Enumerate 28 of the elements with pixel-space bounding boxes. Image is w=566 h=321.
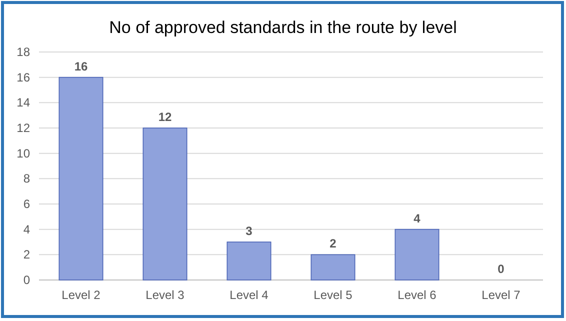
y-tick-label: 2 xyxy=(23,248,30,262)
x-tick-label: Level 7 xyxy=(482,288,521,302)
data-label: 2 xyxy=(330,236,337,251)
y-tick-label: 16 xyxy=(16,70,30,84)
y-tick-label: 4 xyxy=(23,222,30,236)
y-tick-label: 10 xyxy=(16,146,30,160)
bar xyxy=(310,254,356,280)
x-tick-label: Level 5 xyxy=(314,288,353,302)
data-label: 3 xyxy=(246,224,253,238)
data-label: 0 xyxy=(498,262,505,276)
y-tick-label: 18 xyxy=(16,45,30,59)
x-tick-label: Level 2 xyxy=(62,288,101,302)
bar xyxy=(226,242,272,280)
y-tick-label: 8 xyxy=(23,172,30,186)
data-label: 16 xyxy=(74,59,88,74)
x-tick-label: Level 6 xyxy=(398,288,437,302)
y-tick-label: 0 xyxy=(23,273,30,287)
x-tick-label: Level 4 xyxy=(230,288,269,302)
y-tick-label: 6 xyxy=(23,197,30,211)
x-tick-label: Level 3 xyxy=(146,288,185,302)
bar xyxy=(142,128,188,280)
chart-title: No of approved standards in the route by level xyxy=(109,18,457,37)
data-label: 12 xyxy=(158,110,172,124)
y-tick-label: 14 xyxy=(16,96,30,110)
bar xyxy=(394,228,440,280)
data-label: 4 xyxy=(414,211,421,226)
y-tick-label: 12 xyxy=(16,121,30,135)
bar xyxy=(58,76,104,280)
